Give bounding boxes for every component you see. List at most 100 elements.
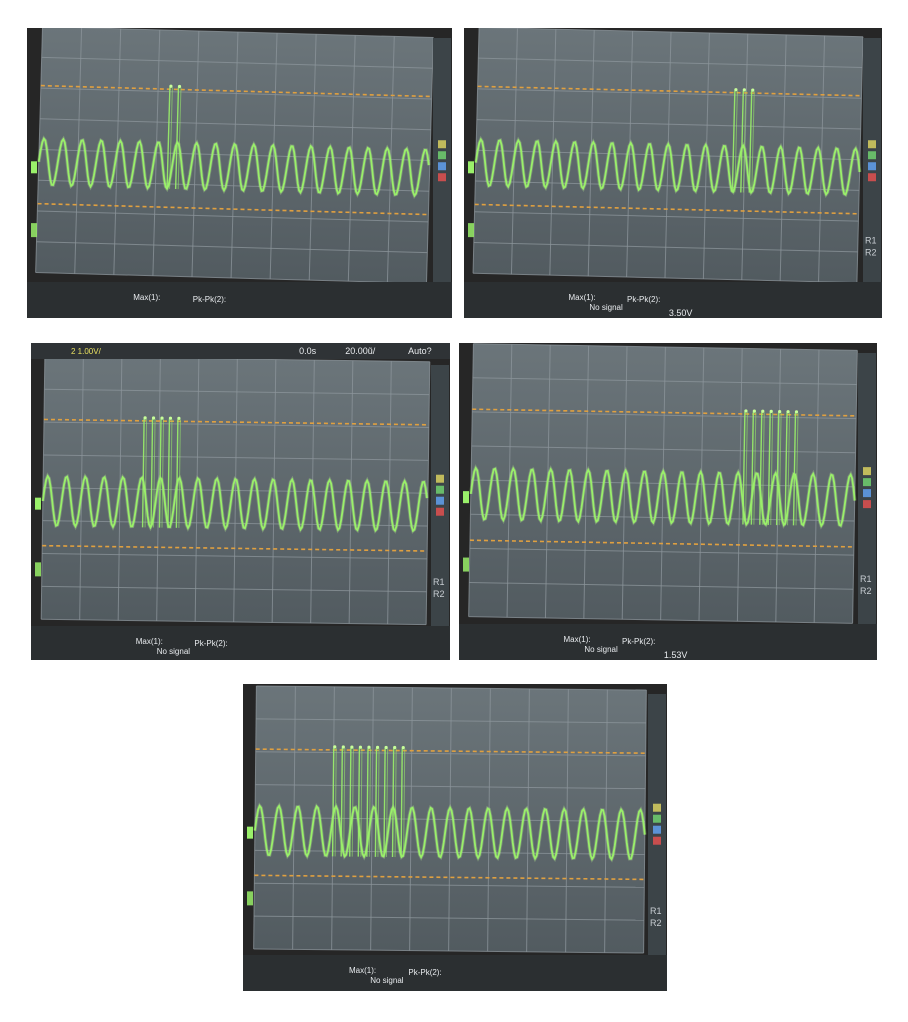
reference-line-top [477, 85, 862, 97]
side-label-r1: R1 [865, 236, 877, 246]
grid-line-h [471, 445, 856, 454]
burst-pulse [331, 747, 335, 857]
burst-pulse-tip [358, 745, 363, 749]
burst-pulse [166, 87, 171, 189]
side-label-r2: R2 [860, 586, 872, 596]
channel-indicator [868, 173, 876, 182]
footer-max: Max(1): [136, 637, 163, 646]
footer-bar [464, 282, 882, 318]
burst-pulse-tip [384, 745, 388, 750]
header-volts: 2 1.00V/ [71, 347, 102, 356]
grid-line-h [473, 343, 858, 351]
grid-line-h [255, 751, 646, 757]
channel-indicator [863, 467, 871, 476]
scope-screen-5: R1 R2 Max(1):No signal Pk-Pk(2): [243, 684, 667, 991]
oscilloscope-photo-5: R1 R2 Max(1): No signal Pk-Pk(2): [243, 684, 667, 991]
waveform-trace [37, 136, 430, 198]
footer-no-signal: No signal [370, 976, 404, 985]
grid-line-h [469, 582, 854, 590]
footer-pkpk: Pk-Pk(2): [194, 639, 227, 648]
grid-line-h [41, 585, 427, 593]
burst-pulse [759, 412, 763, 525]
burst-pulse-tip [367, 745, 371, 749]
burst-pulse [175, 419, 179, 528]
burst-pulse [784, 412, 788, 526]
side-panel [863, 38, 881, 304]
reference-line-bottom [469, 539, 854, 548]
waveform-trace [41, 474, 428, 533]
channel-marker [247, 826, 253, 839]
grid-line-h [38, 179, 430, 192]
side-panel [431, 365, 449, 648]
channel-indicator [653, 803, 661, 812]
footer-max: Max(1): [349, 966, 376, 975]
reference-line-bottom [37, 202, 429, 216]
burst-pulse-edge [351, 748, 354, 857]
grid-line-v [468, 343, 474, 617]
burst-pulse [174, 87, 180, 190]
channel-indicator [863, 500, 871, 509]
burst-pulse-tip [151, 416, 156, 420]
burst-pulse [383, 748, 386, 857]
channel-marker [468, 161, 474, 174]
burst-pulse [731, 90, 736, 193]
reference-line-bottom [474, 203, 859, 215]
burst-pulse-edge [360, 748, 363, 857]
header-time: 0.0s [299, 346, 317, 356]
burst-pulse-edge [161, 419, 164, 528]
burst-pulse-tip [341, 745, 345, 749]
burst-pulse-edge [343, 748, 346, 857]
burst-pulse-edge [385, 748, 389, 857]
burst-pulse [158, 419, 162, 528]
screen-group [472, 28, 864, 284]
footer-bar [31, 626, 450, 660]
reference-line-top [472, 408, 857, 417]
footer-pkpk: Pk-Pk(2): [622, 637, 655, 646]
grid-line-h [37, 210, 429, 223]
grid-line-h [472, 377, 857, 385]
grid-line-h [253, 915, 644, 921]
grid-line-h [253, 948, 644, 954]
grid-line-h [39, 118, 431, 131]
burst-pulse [775, 412, 780, 526]
burst-pulse-tip [778, 409, 782, 414]
grid-line-h [36, 241, 428, 254]
side-panel [648, 694, 666, 977]
grid-line-h [472, 411, 857, 420]
grid-line-h [41, 56, 433, 69]
grid-line-v [472, 28, 480, 274]
header-trigger: Auto? [408, 346, 432, 356]
burst-pulse-tip [393, 745, 397, 750]
channel-indicator [653, 825, 661, 834]
burst-pulse [150, 418, 154, 528]
channel-indicator [438, 151, 446, 160]
burst-pulse-tip [752, 409, 756, 413]
channel-indicator [863, 489, 871, 498]
channel-indicator [438, 162, 446, 171]
burst-pulse-edge [795, 412, 799, 526]
burst-pulse-tip [751, 88, 755, 92]
burst-pulse [167, 419, 171, 528]
burst-pulse-edge [751, 91, 755, 193]
footer-bar [27, 282, 452, 318]
oscilloscope-photo-1: Max(1): Pk-Pk(2): [27, 28, 452, 318]
burst-pulse-edge [744, 411, 748, 525]
burst-pulse-tip [168, 416, 173, 420]
header-timebase: 20.00ũ/ [345, 346, 376, 356]
footer-no-signal: No signal [157, 647, 191, 656]
burst-pulse-tip [786, 410, 790, 414]
scope-screen-3: R1 R2 2 1.00V/0.0s 20.00ũ/Auto? Max(1):No si… [31, 343, 450, 660]
grid-line-h [470, 513, 855, 522]
burst-pulse-edge [394, 748, 397, 858]
channel-indicator [868, 151, 876, 160]
burst-pulse-edge [153, 418, 156, 528]
grid-line-h [477, 88, 862, 99]
ground-marker [247, 891, 253, 906]
burst-pulse [391, 748, 395, 858]
grid-line-h [40, 87, 432, 100]
burst-pulse-tip [734, 88, 738, 92]
grid-line-h [256, 685, 647, 691]
channel-indicator [868, 140, 876, 149]
grid-line-h [42, 28, 434, 39]
grid-line-h [478, 57, 863, 68]
